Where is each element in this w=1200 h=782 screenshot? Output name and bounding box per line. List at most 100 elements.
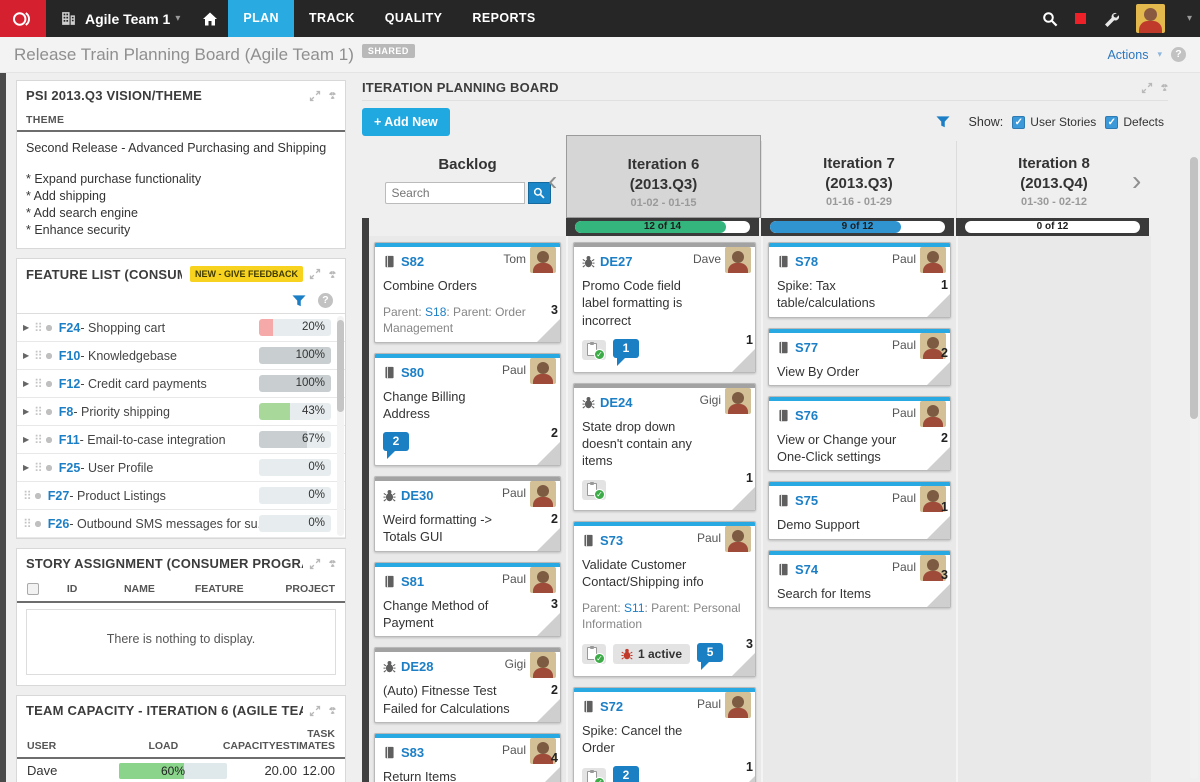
nav-tab[interactable]: REPORTS (472, 11, 536, 25)
expand-panel-icon[interactable] (1141, 82, 1153, 94)
board-card[interactable]: Gigi DE24 State drop down doesn't contai… (573, 382, 756, 511)
card-id-link[interactable]: S73 (600, 532, 624, 548)
board-card[interactable]: Paul S76 View or Change your One-Click s… (768, 395, 951, 472)
gear-icon[interactable] (45, 408, 52, 415)
expand-panel-icon[interactable] (309, 268, 321, 280)
discussion-badge[interactable]: 5 (697, 642, 724, 670)
owner-avatar[interactable] (725, 525, 751, 552)
drag-handle-icon[interactable]: ⠿ (34, 348, 43, 363)
card-id-link[interactable]: DE30 (401, 488, 434, 504)
feature-id-link[interactable]: F12 (58, 376, 81, 391)
feature-row[interactable]: ▶ ⠿ F24 - Shopping cart 20% (17, 314, 345, 343)
card-id-link[interactable]: DE28 (401, 659, 434, 675)
board-card[interactable]: Paul S73 Validate Customer Contact/Shipp… (573, 520, 756, 677)
discussion-badge[interactable]: 2 (613, 766, 639, 782)
board-card[interactable]: Paul S72 Spike: Cancel the Order ✓ 2 1 (573, 686, 756, 782)
feature-id-link[interactable]: F26 (47, 516, 70, 531)
board-card[interactable]: Paul S83 Return Items 4 (374, 732, 561, 782)
drag-handle-icon[interactable]: ⠿ (34, 460, 43, 475)
gear-icon[interactable] (34, 492, 41, 499)
nav-tab[interactable]: PLAN (228, 0, 294, 37)
expand-panel-icon[interactable] (309, 90, 321, 102)
board-card[interactable]: Paul S78 Spike: Tax table/calculations 1 (768, 242, 951, 318)
feature-id-link[interactable]: F27 (47, 488, 70, 503)
actions-caret-icon[interactable]: ▾ (1157, 49, 1162, 59)
help-icon[interactable]: ? (1171, 47, 1186, 62)
owner-avatar[interactable] (530, 481, 556, 508)
card-id-link[interactable]: S77 (795, 339, 819, 355)
discussion-badge[interactable]: 1 (613, 338, 639, 366)
owner-avatar[interactable] (920, 400, 946, 427)
drag-handle-icon[interactable]: ⠿ (34, 404, 43, 419)
gear-icon[interactable] (1161, 84, 1168, 91)
owner-avatar[interactable] (530, 566, 556, 593)
filter-icon[interactable] (292, 294, 306, 308)
card-id-link[interactable]: S72 (600, 698, 624, 714)
iteration-6-header[interactable]: Iteration 6 (2013.Q3) 01-02 - 01-15 (566, 135, 761, 218)
defects-checkbox-label[interactable]: Defects (1123, 115, 1164, 129)
owner-avatar[interactable] (920, 332, 946, 359)
feature-id-link[interactable]: F11 (58, 432, 80, 447)
backlog-search-button[interactable] (527, 182, 551, 204)
nav-tab[interactable]: QUALITY (384, 11, 443, 25)
board-filter-icon[interactable] (936, 115, 950, 129)
user-stories-checkbox[interactable]: ✓ (1012, 115, 1026, 129)
expand-panel-icon[interactable] (309, 705, 321, 717)
board-card[interactable]: Paul S75 Demo Support 1 (768, 481, 951, 540)
card-id-link[interactable]: S74 (795, 561, 819, 577)
defects-checkbox[interactable]: ✓ (1105, 115, 1119, 129)
owner-avatar[interactable] (530, 737, 556, 764)
feature-row[interactable]: ▶ ⠿ F12 - Credit card payments 100% (17, 370, 345, 399)
feature-row[interactable]: ⠿ F27 - Product Listings 0% (17, 482, 345, 511)
card-id-link[interactable]: S81 (401, 573, 425, 589)
feature-id-link[interactable]: F25 (58, 460, 81, 475)
setup-wrench-icon[interactable] (1103, 11, 1119, 27)
card-id-link[interactable]: S78 (795, 254, 819, 269)
tasks-badge[interactable]: ✓ (582, 479, 606, 500)
owner-avatar[interactable] (725, 691, 751, 718)
feature-row[interactable]: ▶ ⠿ F10 - Knowledgebase 100% (17, 342, 345, 371)
expand-panel-icon[interactable] (309, 558, 321, 570)
gear-icon[interactable] (45, 380, 52, 387)
home-icon[interactable] (202, 11, 218, 27)
expand-caret-icon[interactable]: ▶ (23, 323, 30, 333)
feature-id-link[interactable]: F24 (58, 320, 81, 335)
feedback-badge[interactable]: NEW - GIVE FEEDBACK (189, 266, 303, 283)
scrollbar-thumb[interactable] (1190, 157, 1198, 419)
help-icon[interactable]: ? (318, 293, 333, 309)
gear-icon[interactable] (45, 464, 52, 471)
drag-handle-icon[interactable]: ⠿ (34, 320, 43, 335)
gear-icon[interactable] (45, 352, 52, 359)
user-menu-caret-icon[interactable]: ▾ (1186, 13, 1192, 24)
parent-link[interactable]: S11 (624, 601, 645, 616)
iteration-8-header[interactable]: Iteration 8 (2013.Q4) 01-30 - 02-12 (956, 141, 1151, 218)
rally-logo[interactable] (0, 0, 46, 37)
board-card[interactable]: Paul S77 View By Order 2 (768, 327, 951, 386)
feature-id-link[interactable]: F10 (58, 348, 81, 363)
owner-avatar[interactable] (530, 652, 556, 679)
board-scrollbar[interactable] (1190, 157, 1198, 779)
board-card[interactable]: Dave DE27 Promo Code field label formatt… (573, 242, 756, 373)
gear-icon[interactable] (329, 707, 336, 715)
scrollbar-thumb[interactable] (337, 320, 344, 413)
add-new-button[interactable]: + Add New (362, 108, 450, 136)
feature-row[interactable]: ▶ ⠿ F11 - Email-to-case integration 67% (17, 426, 345, 455)
drag-handle-icon[interactable]: ⠿ (23, 488, 32, 503)
board-card[interactable]: Paul S81 Change Method of Payment 3 (374, 561, 561, 638)
owner-avatar[interactable] (725, 247, 751, 273)
feature-row[interactable]: ▶ ⠿ F8 - Priority shipping 43% (17, 398, 345, 427)
active-defects-badge[interactable]: 1 active (613, 644, 691, 664)
team-picker[interactable]: Agile Team 1 (85, 10, 171, 27)
user-avatar[interactable] (1135, 4, 1165, 33)
owner-avatar[interactable] (530, 357, 556, 384)
tasks-badge[interactable]: ✓ (582, 767, 606, 782)
parent-link[interactable]: S18 (425, 305, 447, 320)
board-card[interactable]: Gigi DE28 (Auto) Fitnesse Test Failed fo… (374, 647, 561, 723)
card-id-link[interactable]: S83 (401, 744, 425, 760)
card-id-link[interactable]: S82 (401, 254, 425, 269)
card-id-link[interactable]: S80 (401, 364, 425, 380)
scroll-right-chevron-icon[interactable]: › (1132, 165, 1142, 196)
drag-handle-icon[interactable]: ⠿ (34, 376, 43, 391)
select-all-checkbox[interactable] (27, 583, 39, 596)
gear-icon[interactable] (329, 270, 336, 278)
